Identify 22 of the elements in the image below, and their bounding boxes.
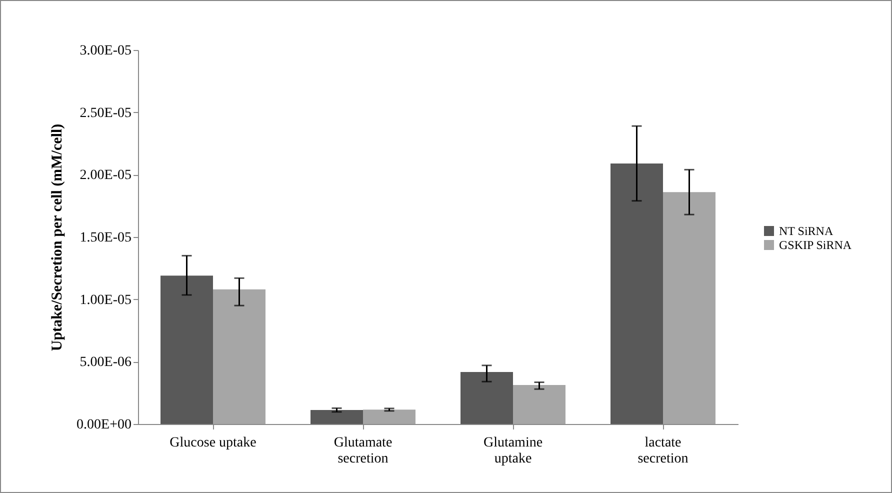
x-tick-label: Glutamine uptake — [483, 436, 543, 466]
bar — [663, 192, 716, 424]
bar — [513, 384, 566, 424]
x-tick-label: Glucose uptake — [170, 436, 256, 450]
bar — [213, 289, 266, 424]
y-axis-title: Uptake/Secretion per cell (mM/cell) — [50, 124, 66, 352]
legend-label: GSKIP SiRNA — [779, 238, 852, 252]
legend-label: NT SiRNA — [779, 224, 834, 238]
bar — [160, 276, 213, 424]
bar — [610, 163, 663, 424]
x-tick-label: lactate secretion — [638, 436, 688, 466]
bar — [363, 410, 416, 424]
y-tick-label: 1.50E-05 — [80, 230, 132, 246]
bar — [460, 372, 513, 424]
y-tick-label: 5.00E-06 — [80, 355, 132, 370]
y-tick-label: 0.00E+00 — [76, 418, 132, 432]
y-tick-label: 2.00E-05 — [80, 168, 132, 184]
bar — [310, 410, 363, 424]
y-tick-label: 1.00E-05 — [80, 292, 132, 308]
y-tick-label: 2.50E-05 — [80, 106, 132, 121]
y-tick-label: 3.00E-05 — [80, 44, 132, 58]
x-tick-label: Glutamate secretion — [334, 436, 392, 466]
